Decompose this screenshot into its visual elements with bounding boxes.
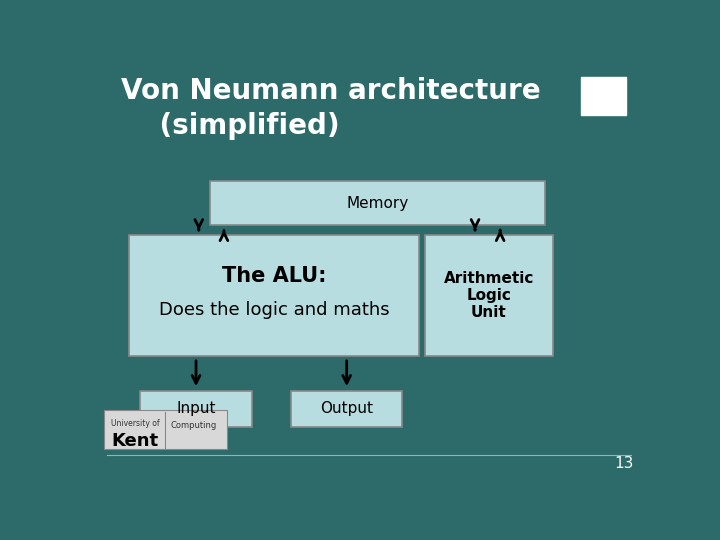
Text: Does the logic and maths: Does the logic and maths <box>159 301 390 319</box>
Text: Input: Input <box>176 401 216 416</box>
Bar <box>425 235 553 356</box>
Text: Memory: Memory <box>346 195 408 211</box>
Text: Computing: Computing <box>171 421 217 430</box>
Text: Von Neumann architecture
    (simplified): Von Neumann architecture (simplified) <box>121 77 540 140</box>
Bar <box>210 181 545 225</box>
Text: The ALU:: The ALU: <box>222 266 326 286</box>
Text: Arithmetic
Logic
Unit: Arithmetic Logic Unit <box>444 271 534 320</box>
Text: University of: University of <box>111 419 160 428</box>
Bar <box>140 391 252 427</box>
Bar <box>104 410 227 449</box>
Bar <box>129 235 419 356</box>
Bar <box>581 77 626 114</box>
Bar <box>291 391 402 427</box>
Text: Kent: Kent <box>111 431 158 449</box>
Text: 13: 13 <box>615 456 634 471</box>
Text: Output: Output <box>320 401 373 416</box>
